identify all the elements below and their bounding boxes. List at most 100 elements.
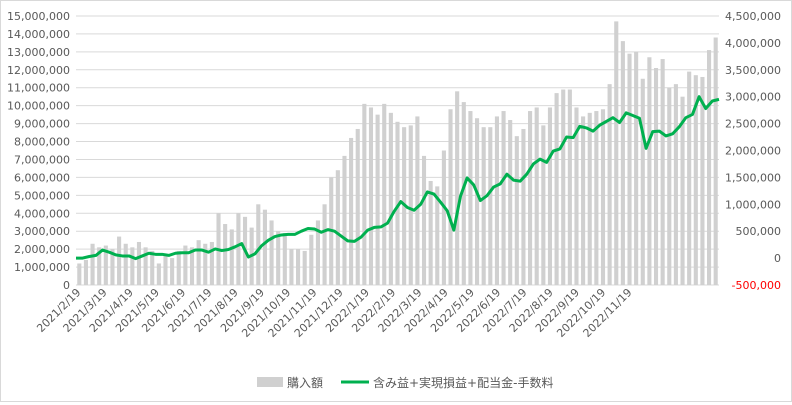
line-series (76, 95, 720, 261)
bar (375, 114, 380, 285)
bar (627, 53, 632, 285)
bar (156, 263, 161, 285)
bar (136, 241, 142, 285)
bar (587, 112, 592, 285)
left-tick-label: 10,000,000 (7, 100, 70, 113)
right-tick-label: -500,000 (732, 279, 781, 292)
bar (561, 89, 566, 285)
bar (117, 236, 122, 285)
bar (687, 71, 692, 286)
bar (547, 107, 553, 286)
right-tick-label: 4,500,000 (725, 10, 781, 23)
left-tick-label: 6,000,000 (14, 171, 70, 184)
bar (528, 111, 533, 286)
bar (415, 116, 420, 285)
bar (421, 155, 427, 285)
bar (640, 78, 645, 286)
bar (408, 125, 413, 285)
bar (315, 220, 321, 285)
bar (382, 103, 387, 285)
bar (130, 247, 135, 285)
bar (474, 118, 480, 285)
bar (501, 111, 506, 286)
left-tick-label: 7,000,000 (14, 153, 70, 166)
legend-bar-swatch (257, 377, 283, 387)
bar (514, 136, 519, 285)
bar (713, 37, 718, 285)
bar (448, 109, 453, 286)
bar (269, 220, 274, 285)
bar (481, 127, 486, 285)
bar (521, 128, 526, 285)
right-tick-label: 500,000 (736, 225, 782, 238)
right-tick-label: 0 (774, 252, 781, 265)
legend-label: 含み益+実現損益+配当金-手数料 (373, 375, 553, 390)
right-tick-label: 1,000,000 (725, 198, 781, 211)
bar (143, 247, 148, 285)
bar (196, 240, 201, 285)
bar (594, 111, 599, 286)
bar (223, 224, 228, 285)
bar (574, 107, 579, 286)
bar (335, 170, 340, 285)
bar (680, 96, 685, 285)
legend-label: 購入額 (287, 376, 323, 390)
right-tick-label: 4,000,000 (725, 37, 781, 50)
left-tick-label: 12,000,000 (7, 64, 70, 77)
bar (103, 245, 108, 285)
bar (189, 247, 195, 285)
bar (614, 21, 619, 285)
left-tick-label: 0 (63, 279, 70, 292)
right-tick-label: 1,500,000 (725, 171, 781, 184)
bar (262, 209, 267, 285)
bar (468, 111, 473, 286)
bar (461, 102, 466, 285)
bar-series (77, 21, 718, 286)
bar (435, 186, 440, 285)
bar (368, 107, 374, 286)
left-tick-label: 13,000,000 (7, 46, 70, 59)
bar (282, 232, 287, 285)
bar (276, 231, 281, 285)
bar (77, 263, 82, 285)
left-tick-label: 5,000,000 (14, 189, 70, 202)
bar (607, 84, 612, 285)
right-tick-label: 3,000,000 (725, 91, 781, 104)
bar (667, 87, 672, 285)
bar (322, 204, 327, 285)
bar (660, 59, 665, 285)
bar (634, 51, 639, 285)
bar (494, 116, 499, 285)
line-path (76, 95, 720, 261)
bar (309, 234, 314, 285)
bar (256, 204, 261, 285)
bar (83, 259, 88, 285)
left-axis-ticks: 0 1,000,000 2,000,000 3,000,000 4,000,000 5,0… (7, 10, 70, 292)
bar (647, 57, 652, 285)
bar (428, 180, 433, 285)
bar (620, 41, 625, 286)
left-tick-label: 1,000,000 (14, 261, 70, 274)
bar (707, 50, 712, 285)
bar (110, 249, 115, 285)
bar (289, 249, 294, 285)
bar (700, 76, 705, 286)
left-tick-label: 3,000,000 (14, 225, 70, 238)
bar (362, 103, 367, 285)
left-tick-label: 14,000,000 (7, 28, 70, 41)
bar (355, 128, 360, 285)
bar (229, 229, 234, 285)
bar (388, 112, 393, 285)
bar (163, 254, 168, 285)
bar (441, 150, 446, 285)
bar (567, 89, 572, 285)
bar (554, 93, 559, 285)
left-tick-label: 2,000,000 (14, 243, 70, 256)
right-tick-label: 3,500,000 (725, 64, 781, 77)
x-axis-ticks: 2021/2/192021/3/192021/4/192021/5/192021… (34, 286, 634, 340)
bar (541, 125, 546, 285)
bar (395, 121, 400, 285)
left-tick-label: 8,000,000 (14, 136, 70, 149)
